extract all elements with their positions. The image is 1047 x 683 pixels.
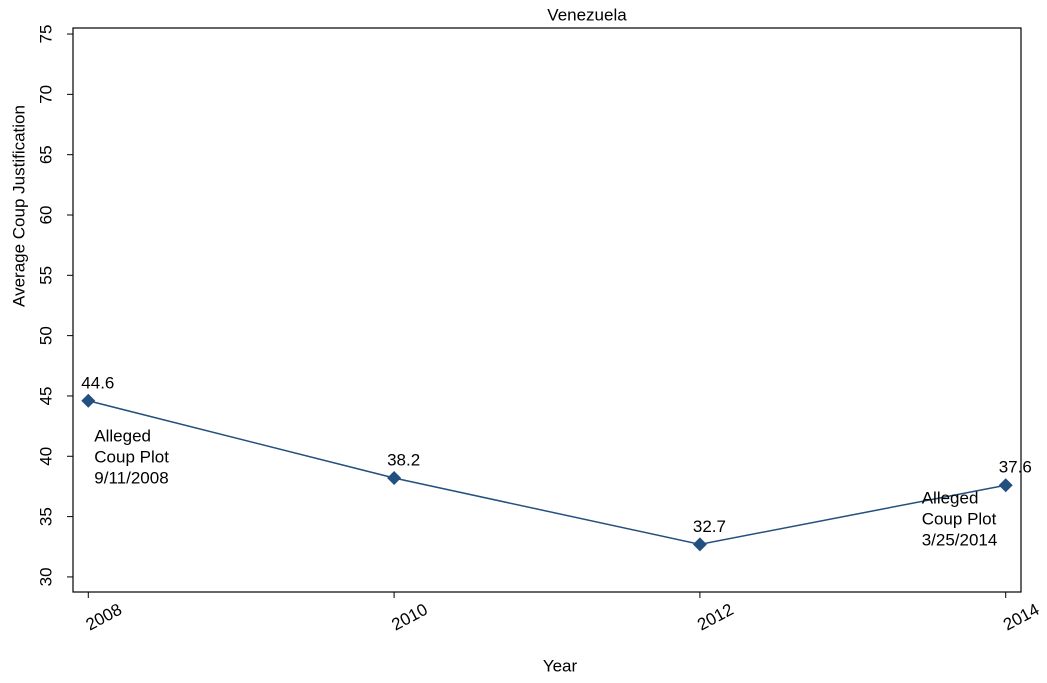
data-label: 44.6 [81, 373, 114, 392]
y-tick-label: 70 [36, 85, 55, 104]
data-point [81, 393, 96, 408]
chart-title: Venezuela [547, 5, 627, 24]
data-point [387, 470, 402, 485]
data-label: 38.2 [387, 450, 420, 469]
data-point [998, 478, 1013, 493]
series-line [88, 400, 1006, 546]
annotation: 9/11/2008 [94, 468, 168, 487]
annotation: Alleged [922, 489, 979, 508]
y-axis-label: Average Coup Justification [9, 105, 28, 307]
data-label: 37.6 [999, 458, 1032, 477]
y-tick-label: 75 [36, 25, 55, 44]
y-tick-label: 55 [36, 266, 55, 285]
plot-frame [72, 27, 1022, 593]
x-axis-label: Year [543, 656, 578, 675]
data-point [692, 537, 707, 552]
y-tick-label: 30 [36, 567, 55, 586]
annotation: 3/25/2014 [922, 531, 998, 550]
y-tick-label: 65 [36, 145, 55, 164]
y-tick-label: 45 [36, 386, 55, 405]
y-tick-label: 50 [36, 326, 55, 345]
annotation: Coup Plot [94, 447, 169, 466]
annotation: Coup Plot [922, 510, 997, 529]
y-tick-label: 40 [36, 447, 55, 466]
y-tick-label: 35 [36, 507, 55, 526]
data-label: 32.7 [693, 517, 726, 536]
annotation: Alleged [94, 426, 151, 445]
y-tick-label: 60 [36, 206, 55, 225]
